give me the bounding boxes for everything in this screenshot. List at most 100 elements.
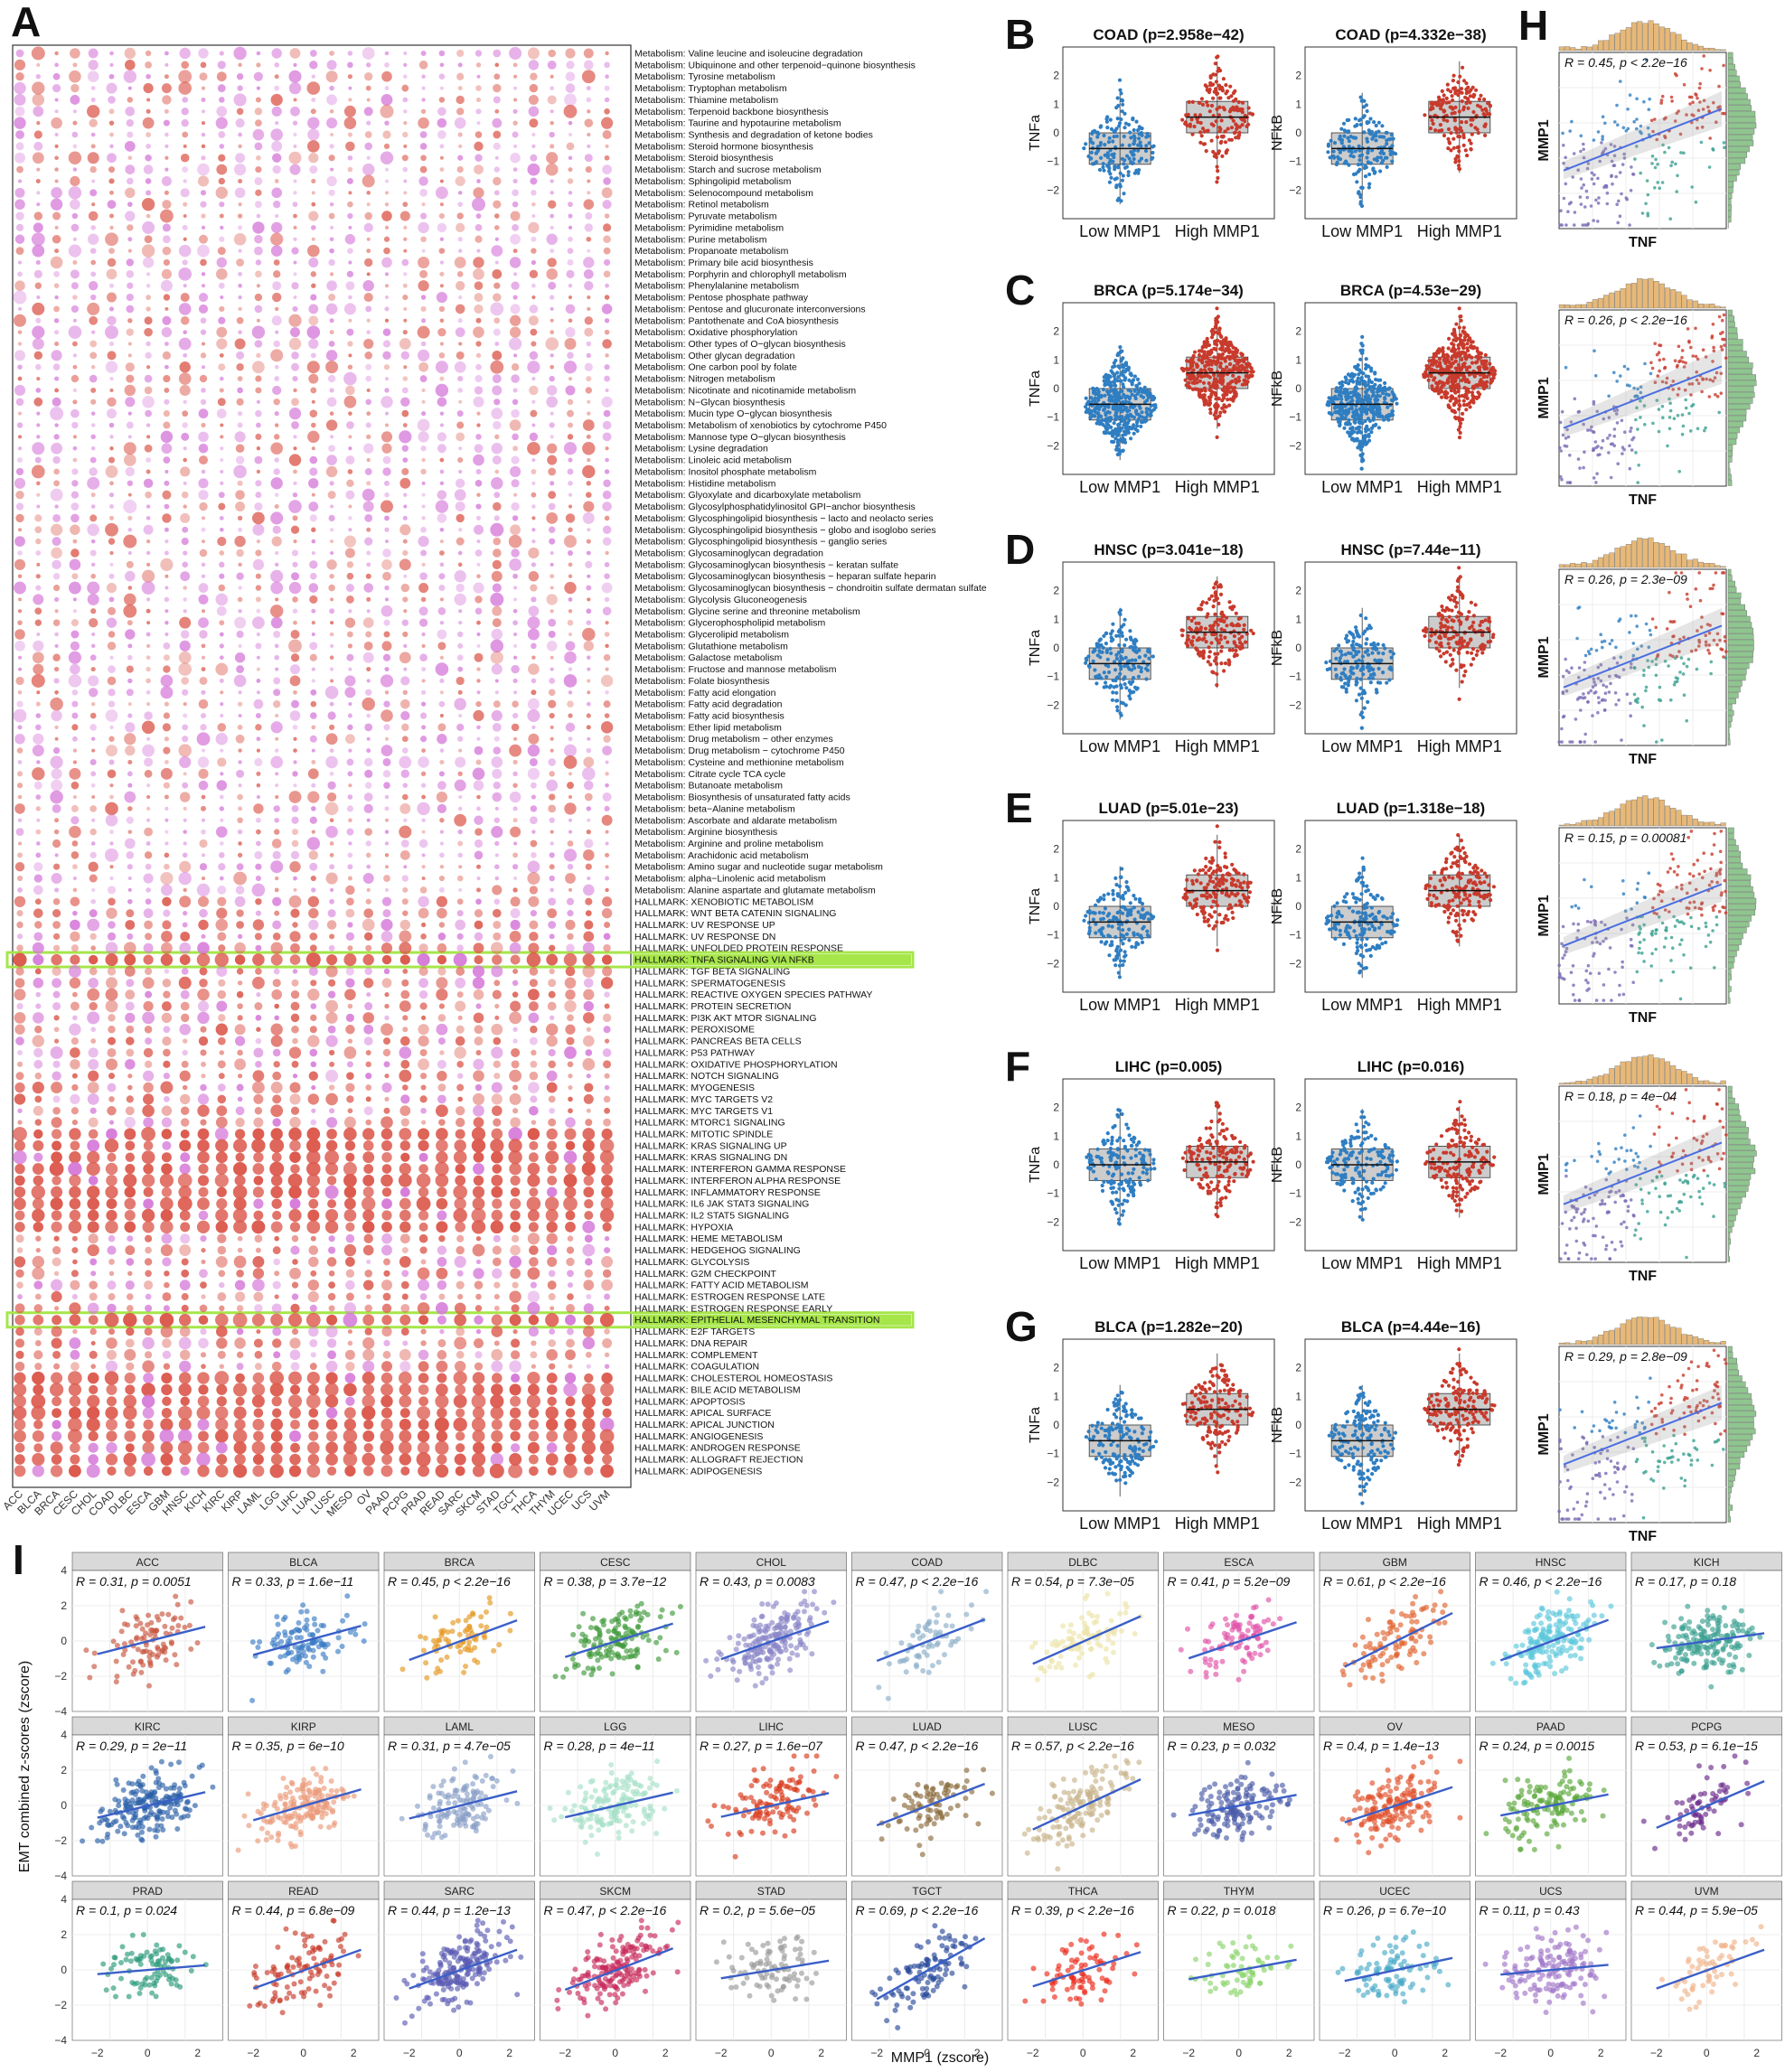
dot — [492, 571, 503, 582]
dot — [550, 75, 554, 79]
dot — [348, 1004, 353, 1009]
dot — [346, 654, 353, 661]
cancer-label: UVM — [587, 1487, 613, 1514]
dot — [456, 50, 464, 57]
dot — [275, 74, 279, 79]
dot — [293, 214, 297, 219]
dot — [474, 851, 484, 860]
dot — [564, 535, 577, 548]
dot — [437, 1280, 447, 1290]
dot — [162, 269, 172, 279]
point — [1118, 79, 1122, 82]
dot — [128, 877, 132, 880]
dot — [510, 1198, 521, 1209]
dot — [70, 1002, 80, 1011]
dot — [605, 213, 610, 219]
dot — [513, 272, 517, 276]
dot — [348, 469, 353, 474]
dot — [384, 364, 390, 370]
point — [1470, 123, 1473, 127]
dot — [164, 760, 169, 764]
dot — [109, 830, 114, 834]
dot — [125, 920, 135, 930]
dot — [275, 714, 278, 717]
dot — [381, 1233, 392, 1244]
pathway-label: HALLMARK: MITOTIC SPINDLE — [634, 1129, 773, 1139]
dot — [275, 504, 279, 509]
dot — [439, 818, 444, 822]
dot — [183, 225, 188, 230]
dot — [436, 1174, 449, 1187]
dot — [550, 214, 554, 219]
dot — [458, 621, 462, 624]
dot — [14, 582, 26, 595]
dot — [549, 678, 555, 684]
point — [1220, 86, 1224, 89]
dot — [52, 1176, 61, 1185]
dot — [291, 421, 299, 429]
dot — [367, 679, 371, 682]
dot — [568, 458, 573, 463]
dot — [88, 978, 99, 989]
dot — [494, 166, 500, 172]
dot — [180, 1280, 191, 1290]
dot — [91, 331, 95, 334]
dot — [312, 621, 315, 624]
dot — [70, 409, 80, 418]
dot — [180, 466, 190, 476]
dot — [289, 1465, 301, 1477]
dot — [422, 249, 426, 253]
dot — [72, 1016, 78, 1021]
dot — [547, 1036, 558, 1046]
dot — [605, 353, 608, 357]
pathway-label: Metabolism: Fatty acid biosynthesis — [634, 711, 784, 722]
pathway-label: Metabolism: Arginine biosynthesis — [634, 827, 777, 838]
dot — [531, 596, 536, 602]
dot — [160, 1313, 174, 1327]
dot — [402, 969, 408, 974]
dot — [87, 1139, 99, 1152]
dot — [474, 293, 484, 302]
dot — [384, 237, 390, 242]
pathway-label: Metabolism: Alanine aspartate and glutam… — [634, 885, 876, 895]
pathway-label: Metabolism: Nicotinate and nicotinamide … — [634, 385, 856, 396]
dot — [381, 1280, 392, 1290]
dot — [546, 268, 558, 280]
dot — [568, 1074, 572, 1078]
dot — [348, 98, 352, 101]
dot — [72, 213, 78, 219]
dot — [182, 166, 188, 173]
dot — [346, 897, 354, 905]
dot — [235, 490, 245, 500]
dot — [363, 1140, 374, 1151]
dot — [582, 1162, 596, 1176]
dot — [15, 1036, 24, 1045]
dot — [362, 1196, 375, 1210]
dot — [585, 212, 592, 220]
dotplot-pathway-labels: Metabolism: Valine leucine and isoleucin… — [634, 49, 987, 1477]
dot — [605, 1039, 609, 1044]
dot — [492, 1093, 503, 1104]
dot — [403, 365, 407, 369]
dot — [568, 562, 573, 567]
dot — [202, 643, 206, 648]
pathway-label: HALLMARK: KRAS SIGNALING DN — [634, 1152, 787, 1163]
dot — [164, 481, 169, 486]
dot — [17, 457, 23, 463]
dot — [54, 318, 59, 323]
dot — [605, 632, 610, 637]
dot — [566, 305, 576, 314]
dot — [510, 1245, 521, 1256]
dot — [128, 888, 132, 892]
dot — [144, 164, 154, 174]
dot — [127, 202, 133, 207]
dot — [161, 768, 173, 780]
dot — [421, 597, 427, 603]
dot — [422, 482, 426, 485]
dot — [367, 609, 371, 613]
dot — [88, 70, 99, 82]
point — [1190, 117, 1194, 121]
dot — [492, 756, 503, 768]
dot — [89, 514, 97, 521]
dot — [366, 853, 371, 858]
